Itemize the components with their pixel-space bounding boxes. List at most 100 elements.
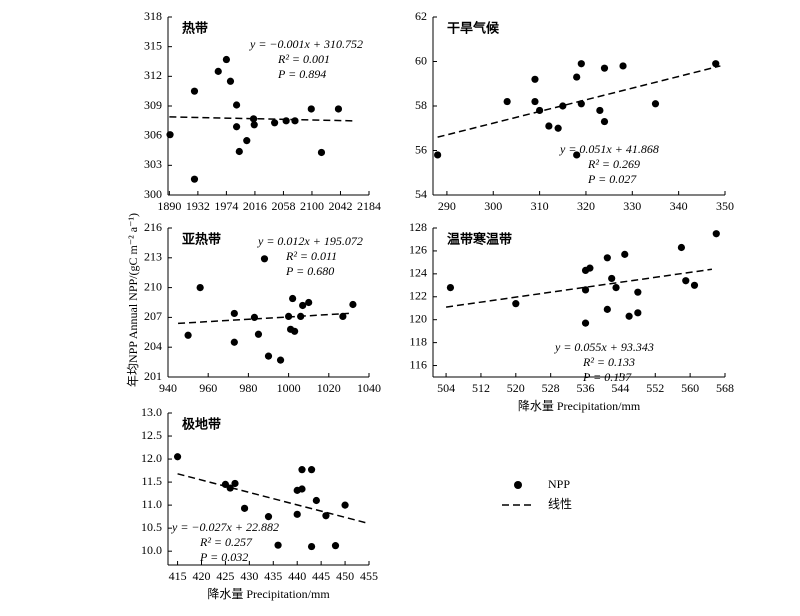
point [531, 97, 539, 106]
x-tick-label: 2100 [300, 199, 324, 213]
x-tick-label: 340 [670, 199, 688, 213]
annotation: P = 0.137 [582, 370, 632, 384]
trend-line [177, 473, 370, 525]
x-tick-label: 455 [360, 569, 378, 583]
annotation: y = −0.001x + 310.752 [249, 37, 363, 51]
point [226, 484, 234, 492]
point [249, 115, 258, 123]
point [625, 312, 633, 320]
x-tick-label: 512 [472, 381, 490, 395]
y-tick-label: 58 [415, 98, 427, 112]
point [240, 504, 249, 512]
point [603, 305, 611, 313]
point [312, 496, 320, 505]
point [531, 75, 539, 83]
x-tick-label: 940 [159, 381, 177, 395]
x-tick-label: 568 [716, 381, 734, 395]
point [226, 77, 235, 85]
point [264, 513, 273, 521]
point [264, 352, 273, 360]
point [250, 121, 258, 129]
x-tick-label: 320 [577, 199, 595, 213]
annotation: y = −0.027x + 22.882 [171, 520, 279, 534]
point [677, 243, 686, 252]
point [307, 466, 316, 474]
x-tick-label: 1890 [157, 199, 181, 213]
point [621, 250, 629, 258]
point [322, 512, 330, 520]
x-tick-label: 435 [264, 569, 282, 583]
point [581, 319, 590, 327]
x-tick-label: 980 [239, 381, 257, 395]
point [184, 331, 192, 339]
point [276, 356, 285, 364]
point [274, 541, 282, 549]
point [577, 100, 585, 108]
point [190, 87, 199, 95]
y-tick-label: 204 [144, 339, 162, 353]
x-tick-label: 2042 [328, 199, 352, 213]
y-tick-label: 128 [409, 220, 427, 234]
point [293, 510, 301, 518]
point [298, 485, 306, 493]
y-tick-label: 201 [144, 369, 162, 383]
x-tick-label: 415 [169, 569, 187, 583]
annotation: y = 0.055x + 93.343 [554, 340, 654, 354]
x-tick-label: 528 [542, 381, 560, 395]
y-tick-label: 213 [144, 250, 162, 264]
y-tick-label: 10.5 [141, 520, 162, 534]
legend-marker [514, 481, 522, 489]
x-tick-label: 552 [646, 381, 664, 395]
point [434, 151, 442, 159]
y-tick-label: 12.0 [141, 451, 162, 465]
legend-label: NPP [548, 477, 570, 491]
x-tick-label: 450 [336, 569, 354, 583]
x-tick-label: 310 [531, 199, 549, 213]
point [232, 101, 241, 109]
x-tick-label: 1000 [277, 381, 301, 395]
point [339, 312, 347, 321]
y-tick-label: 126 [409, 243, 427, 257]
y-tick-label: 124 [409, 266, 427, 280]
annotation: R² = 0.133 [582, 355, 635, 369]
y-tick-label: 210 [144, 279, 162, 293]
x-axis-label: 降水量 Precipitation/mm [207, 587, 330, 601]
point [446, 284, 455, 292]
trend-line [178, 312, 349, 325]
x-tick-label: 544 [611, 381, 629, 395]
y-tick-label: 11.0 [141, 497, 162, 511]
x-tick-label: 290 [438, 199, 456, 213]
point [190, 175, 199, 183]
panel-title: 热带 [182, 21, 208, 37]
point [545, 122, 553, 130]
panel-title: 亚热带 [182, 232, 221, 248]
point [173, 453, 182, 461]
y-tick-label: 216 [144, 220, 162, 234]
x-tick-label: 425 [216, 569, 234, 583]
point [260, 255, 269, 263]
point [222, 55, 230, 64]
y-tick-label: 60 [415, 53, 427, 67]
point [305, 298, 313, 307]
point [536, 106, 544, 115]
y-tick-label: 207 [144, 309, 162, 323]
point [596, 106, 604, 115]
x-tick-label: 2058 [271, 199, 295, 213]
y-tick-label: 116 [409, 357, 427, 371]
point [317, 148, 326, 157]
point [230, 338, 238, 346]
x-tick-label: 520 [507, 381, 525, 395]
x-tick-label: 1932 [186, 199, 210, 213]
point [271, 119, 279, 127]
annotation: R² = 0.257 [199, 535, 253, 549]
point [559, 102, 567, 110]
point [682, 277, 690, 285]
x-tick-label: 2016 [243, 199, 267, 213]
point [573, 151, 581, 159]
x-tick-label: 350 [716, 199, 734, 213]
trend-line [445, 268, 713, 308]
x-tick-label: 536 [577, 381, 595, 395]
point [232, 123, 241, 131]
point [231, 479, 239, 488]
panel-title: 干旱气候 [447, 21, 500, 37]
